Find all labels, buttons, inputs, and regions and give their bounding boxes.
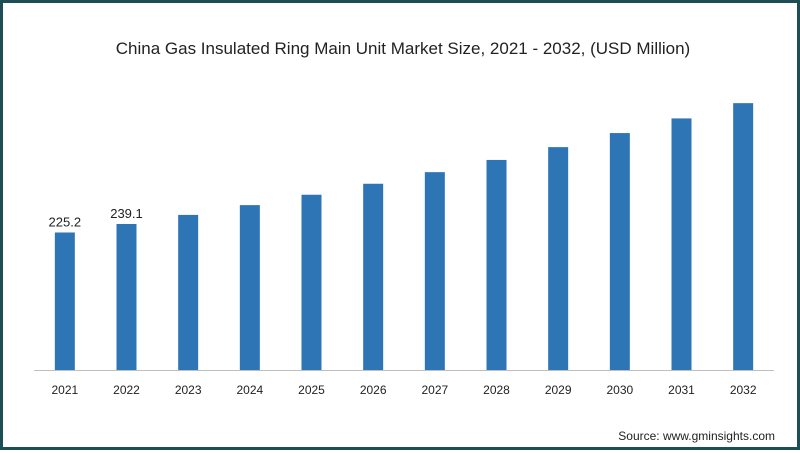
x-tick-label: 2025	[298, 383, 325, 397]
data-label-2022: 239.1	[110, 206, 143, 221]
bar-2032	[733, 103, 754, 370]
bar-2025	[301, 194, 322, 370]
bar-2030	[609, 133, 630, 370]
x-tick-label: 2024	[236, 383, 263, 397]
bar-2029	[548, 147, 569, 370]
bar-chart: 2021 225.2 2022 239.1 2023 2024 2025 2026 2027 20…	[34, 103, 774, 397]
x-tick-label: 2030	[606, 383, 633, 397]
bar-2028	[486, 159, 507, 370]
x-tick-label: 2021	[51, 383, 78, 397]
bar-2023	[178, 214, 199, 370]
x-tick-label: 2023	[175, 383, 202, 397]
x-tick-label: 2031	[668, 383, 695, 397]
bar-2031	[671, 118, 692, 370]
chart-title: China Gas Insulated Ring Main Unit Marke…	[115, 39, 691, 58]
x-tick-label: 2028	[483, 383, 510, 397]
data-label-2021: 225.2	[49, 214, 82, 229]
bar-2024	[239, 205, 260, 370]
source-note: Source: www.gminsights.com	[618, 429, 775, 443]
bar-2022	[116, 223, 137, 370]
x-tick-label: 2032	[730, 383, 757, 397]
bar-2021	[54, 232, 75, 370]
x-tick-label: 2029	[545, 383, 572, 397]
x-tick-label: 2022	[113, 383, 140, 397]
x-tick-label: 2027	[421, 383, 448, 397]
x-tick-label: 2026	[360, 383, 387, 397]
bar-2027	[424, 172, 445, 370]
bar-2026	[363, 183, 384, 370]
